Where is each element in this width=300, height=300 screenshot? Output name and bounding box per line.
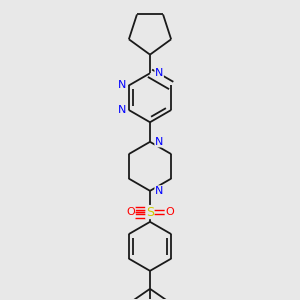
Text: O: O bbox=[126, 207, 135, 217]
Text: N: N bbox=[117, 80, 126, 91]
Text: O: O bbox=[165, 207, 174, 217]
Text: N: N bbox=[155, 186, 163, 196]
Text: N: N bbox=[155, 68, 163, 78]
Text: S: S bbox=[146, 206, 154, 219]
Text: N: N bbox=[117, 105, 126, 115]
Text: N: N bbox=[155, 137, 163, 147]
